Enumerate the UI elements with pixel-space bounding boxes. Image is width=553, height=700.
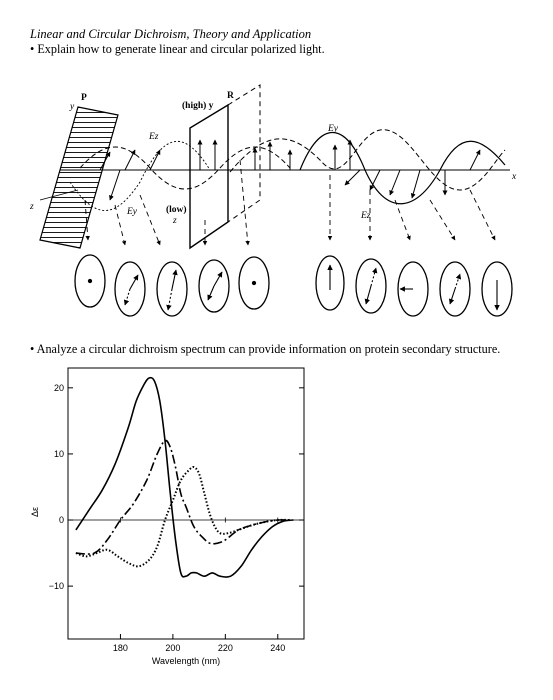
bullet-cd-spectrum: • Analyze a circular dichroism spectrum … — [30, 342, 501, 356]
series-dotted-line — [75, 466, 291, 568]
label-low: (low) — [166, 204, 187, 215]
label-retarder: R — [227, 91, 234, 101]
wave-circular-solid — [299, 131, 506, 205]
label-ey-1: Ey — [126, 207, 138, 217]
label-z-axis: z — [29, 202, 34, 212]
bullet-polarized-light: • Explain how to generate linear and cir… — [30, 42, 325, 56]
section-heading: Linear and Circular Dichroism, Theory an… — [30, 27, 312, 41]
wave-ez-dashed — [79, 146, 291, 190]
projection-lines — [84, 159, 496, 246]
label-ez-2: Ez — [360, 211, 371, 221]
y-tick-label: 20 — [54, 383, 64, 393]
series-dash-dot-line — [75, 439, 291, 555]
polarization-ellipses-linear — [74, 254, 270, 317]
x-tick-label: 200 — [165, 643, 180, 653]
wave-ey-dotted — [69, 141, 211, 211]
ellipse-vectors — [87, 264, 500, 311]
plot-frame — [67, 367, 305, 640]
label-y-polarizer: y — [69, 102, 75, 112]
field-vectors — [99, 139, 481, 201]
x-tick-label: 220 — [218, 643, 233, 653]
label-high: (high) y — [182, 100, 214, 111]
polarizer-sheet — [39, 106, 119, 249]
series-solid-line — [75, 376, 294, 578]
polarization-ellipses-circular — [315, 255, 513, 317]
y-tick-label: −10 — [49, 581, 64, 591]
y-tick-label: 10 — [54, 449, 64, 459]
label-low-z: z — [172, 216, 177, 226]
x-tick-label: 180 — [113, 643, 128, 653]
x-axis-label: Wavelength (nm) — [152, 656, 220, 666]
label-polarizer: P — [81, 93, 87, 103]
label-x-axis: x — [511, 172, 517, 182]
x-tick-label: 240 — [270, 643, 285, 653]
y-axis-label: Δε — [30, 507, 40, 517]
label-ez-1: Ez — [148, 132, 159, 142]
label-ey-2: Ey — [327, 124, 339, 134]
y-tick-label: 0 — [59, 515, 64, 525]
retarder-plate — [189, 84, 261, 250]
wave-circular-dashed — [229, 129, 506, 191]
